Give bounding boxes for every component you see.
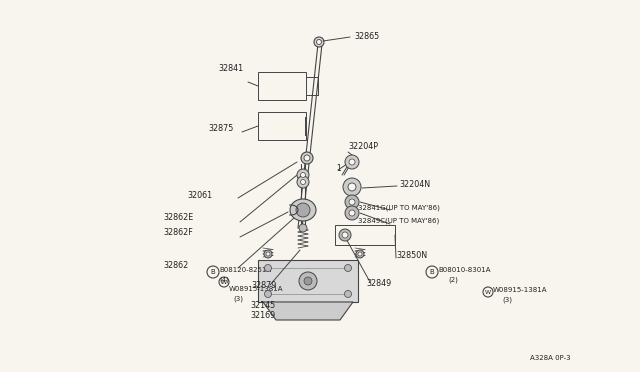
Text: 32061: 32061	[187, 190, 212, 199]
Circle shape	[304, 277, 312, 285]
Text: B08120-8251A: B08120-8251A	[219, 267, 271, 273]
Circle shape	[345, 206, 359, 220]
Text: 32841: 32841	[218, 64, 243, 73]
Text: 32875: 32875	[208, 124, 234, 132]
Circle shape	[266, 252, 270, 256]
Text: 32204P: 32204P	[348, 141, 378, 151]
Text: 32862F: 32862F	[163, 228, 193, 237]
Circle shape	[358, 252, 362, 256]
Text: (3): (3)	[233, 296, 243, 302]
Circle shape	[297, 176, 309, 188]
Text: 32862: 32862	[163, 260, 188, 269]
Circle shape	[348, 183, 356, 191]
Circle shape	[349, 159, 355, 165]
Circle shape	[356, 250, 364, 258]
Polygon shape	[263, 302, 353, 320]
Circle shape	[349, 210, 355, 216]
Text: W08915-1381A: W08915-1381A	[229, 286, 284, 292]
Text: 32841G(UP TO MAY'86): 32841G(UP TO MAY'86)	[358, 205, 440, 211]
Text: W08915-1381A: W08915-1381A	[493, 287, 547, 293]
Circle shape	[317, 39, 321, 45]
Circle shape	[264, 264, 271, 272]
Bar	[258, 112, 306, 140]
Text: 32145: 32145	[250, 301, 275, 310]
Circle shape	[299, 224, 307, 232]
Text: A328A 0P-3: A328A 0P-3	[530, 355, 571, 361]
Circle shape	[344, 291, 351, 298]
Circle shape	[343, 178, 361, 196]
Circle shape	[264, 250, 272, 258]
Circle shape	[349, 199, 355, 205]
Circle shape	[299, 272, 317, 290]
Text: 32169: 32169	[250, 311, 275, 320]
Circle shape	[304, 155, 310, 161]
Circle shape	[219, 277, 229, 287]
Text: 32204N: 32204N	[399, 180, 430, 189]
Ellipse shape	[290, 199, 316, 221]
Bar	[335, 225, 395, 245]
Text: W: W	[485, 289, 491, 295]
Text: (2): (2)	[448, 277, 458, 283]
Circle shape	[345, 195, 359, 209]
Circle shape	[344, 264, 351, 272]
Text: 32862E: 32862E	[163, 212, 193, 221]
Text: 32865: 32865	[354, 32, 380, 41]
Text: 32849: 32849	[366, 279, 391, 289]
Bar	[258, 260, 358, 302]
Text: 32850N: 32850N	[396, 251, 427, 260]
Circle shape	[301, 180, 305, 185]
Text: B08010-8301A: B08010-8301A	[438, 267, 490, 273]
Circle shape	[426, 266, 438, 278]
Bar	[258, 72, 306, 100]
Circle shape	[339, 229, 351, 241]
Text: B: B	[211, 269, 216, 275]
Circle shape	[483, 287, 493, 297]
Circle shape	[342, 232, 348, 238]
Text: W: W	[221, 279, 227, 285]
Text: (3): (3)	[502, 297, 512, 303]
Circle shape	[345, 155, 359, 169]
Circle shape	[296, 203, 310, 217]
Circle shape	[314, 37, 324, 47]
Text: (4): (4)	[219, 277, 229, 283]
Circle shape	[301, 173, 305, 177]
Text: B: B	[429, 269, 435, 275]
Text: 1: 1	[336, 164, 340, 173]
Circle shape	[207, 266, 219, 278]
Circle shape	[301, 152, 313, 164]
Text: 32849C(UP TO MAY'86): 32849C(UP TO MAY'86)	[358, 218, 439, 224]
Circle shape	[297, 169, 309, 181]
Text: 32879: 32879	[251, 280, 276, 289]
Circle shape	[264, 291, 271, 298]
